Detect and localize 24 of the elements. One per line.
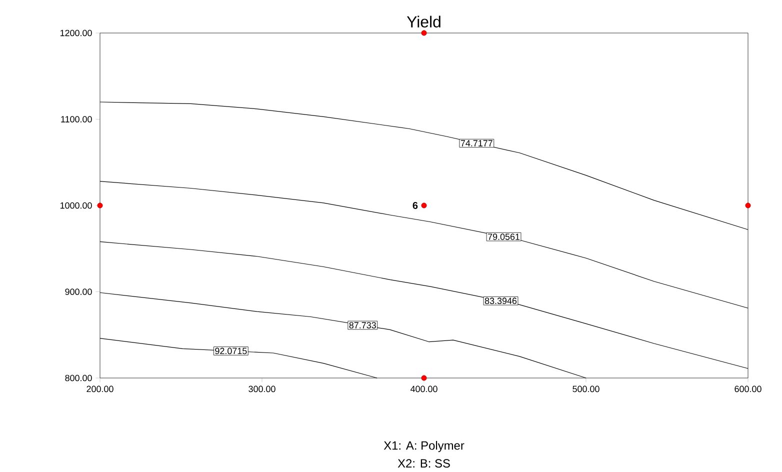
y-tick-label: 800.00 xyxy=(65,374,92,382)
x-tick-label: 400.00 xyxy=(410,386,438,392)
point xyxy=(97,202,103,208)
point xyxy=(745,202,751,208)
y-tick-label: 1100.00 xyxy=(61,116,92,122)
chart-title: Yield xyxy=(406,16,440,28)
annotation: 6 xyxy=(412,202,418,210)
x-axis-title: X1: A: Polymer xyxy=(384,440,464,452)
series-label: 83.3946 xyxy=(484,298,517,304)
text: X2: B: SS xyxy=(398,459,450,468)
point xyxy=(421,202,427,208)
x-tick-label: 200.00 xyxy=(86,386,114,392)
y-tick-label: 1000.00 xyxy=(60,202,92,209)
series-label: 92.0715 xyxy=(215,348,247,354)
y-tick-label: 900.00 xyxy=(65,288,92,295)
series-label: 79.0561 xyxy=(488,234,520,240)
series-label: 74.7177 xyxy=(460,140,492,146)
series-label: 87.733 xyxy=(349,322,376,328)
point xyxy=(421,30,427,36)
point xyxy=(421,375,427,381)
x-tick-label: 500.00 xyxy=(572,386,600,392)
x-tick-label: 600.00 xyxy=(734,386,762,392)
y-tick-label: 1200.00 xyxy=(60,30,92,36)
x-tick-label: 300.00 xyxy=(248,386,276,392)
